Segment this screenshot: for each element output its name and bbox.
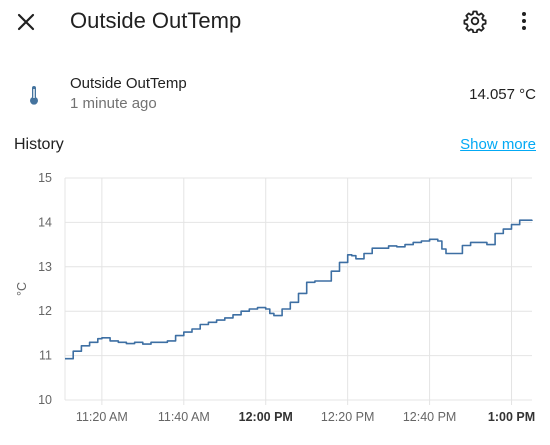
y-tick-label: 12 (38, 304, 52, 318)
dialog-title: Outside OutTemp (70, 8, 242, 33)
dialog-header: Outside OutTemp (0, 0, 550, 44)
entity-name: Outside OutTemp (70, 75, 187, 92)
last-changed-time: 1 minute ago (70, 95, 157, 112)
history-chart-svg: 15 14 13 12 11 10 11:20 AM 11:40 AM 12:00 PM 12:2… (15, 171, 535, 424)
y-tick-label: 11 (39, 349, 52, 363)
y-axis-label: °C (15, 282, 29, 296)
close-icon (17, 13, 35, 31)
x-tick-label: 12:20 PM (321, 410, 375, 424)
x-tick-label: 12:00 PM (239, 410, 293, 424)
settings-button[interactable] (463, 9, 487, 34)
entity-row: Outside OutTemp 1 minute ago 14.057 °C (0, 66, 550, 122)
close-button[interactable] (14, 10, 38, 34)
thermometer-icon (22, 84, 46, 108)
x-tick-label: 12:40 PM (403, 410, 457, 424)
x-tick-label: 11:40 AM (158, 410, 210, 424)
more-vertical-icon (522, 12, 526, 30)
y-tick-label: 13 (38, 260, 52, 274)
y-tick-label: 10 (38, 393, 52, 407)
history-title: History (14, 136, 64, 153)
gear-icon (463, 10, 487, 34)
temperature-series-line[interactable] (65, 219, 533, 360)
y-tick-label: 14 (38, 215, 52, 229)
y-tick-label: 15 (38, 171, 52, 185)
more-options-button[interactable] (512, 9, 536, 33)
x-tick-label: 11:20 AM (76, 410, 128, 424)
x-tick-label: 1:00 PM (488, 410, 535, 424)
show-more-link[interactable]: Show more (460, 136, 536, 153)
history-chart: 15 14 13 12 11 10 11:20 AM 11:40 AM 12:00 PM 12:2… (0, 160, 550, 440)
entity-state-value: 14.057 °C (469, 86, 536, 103)
